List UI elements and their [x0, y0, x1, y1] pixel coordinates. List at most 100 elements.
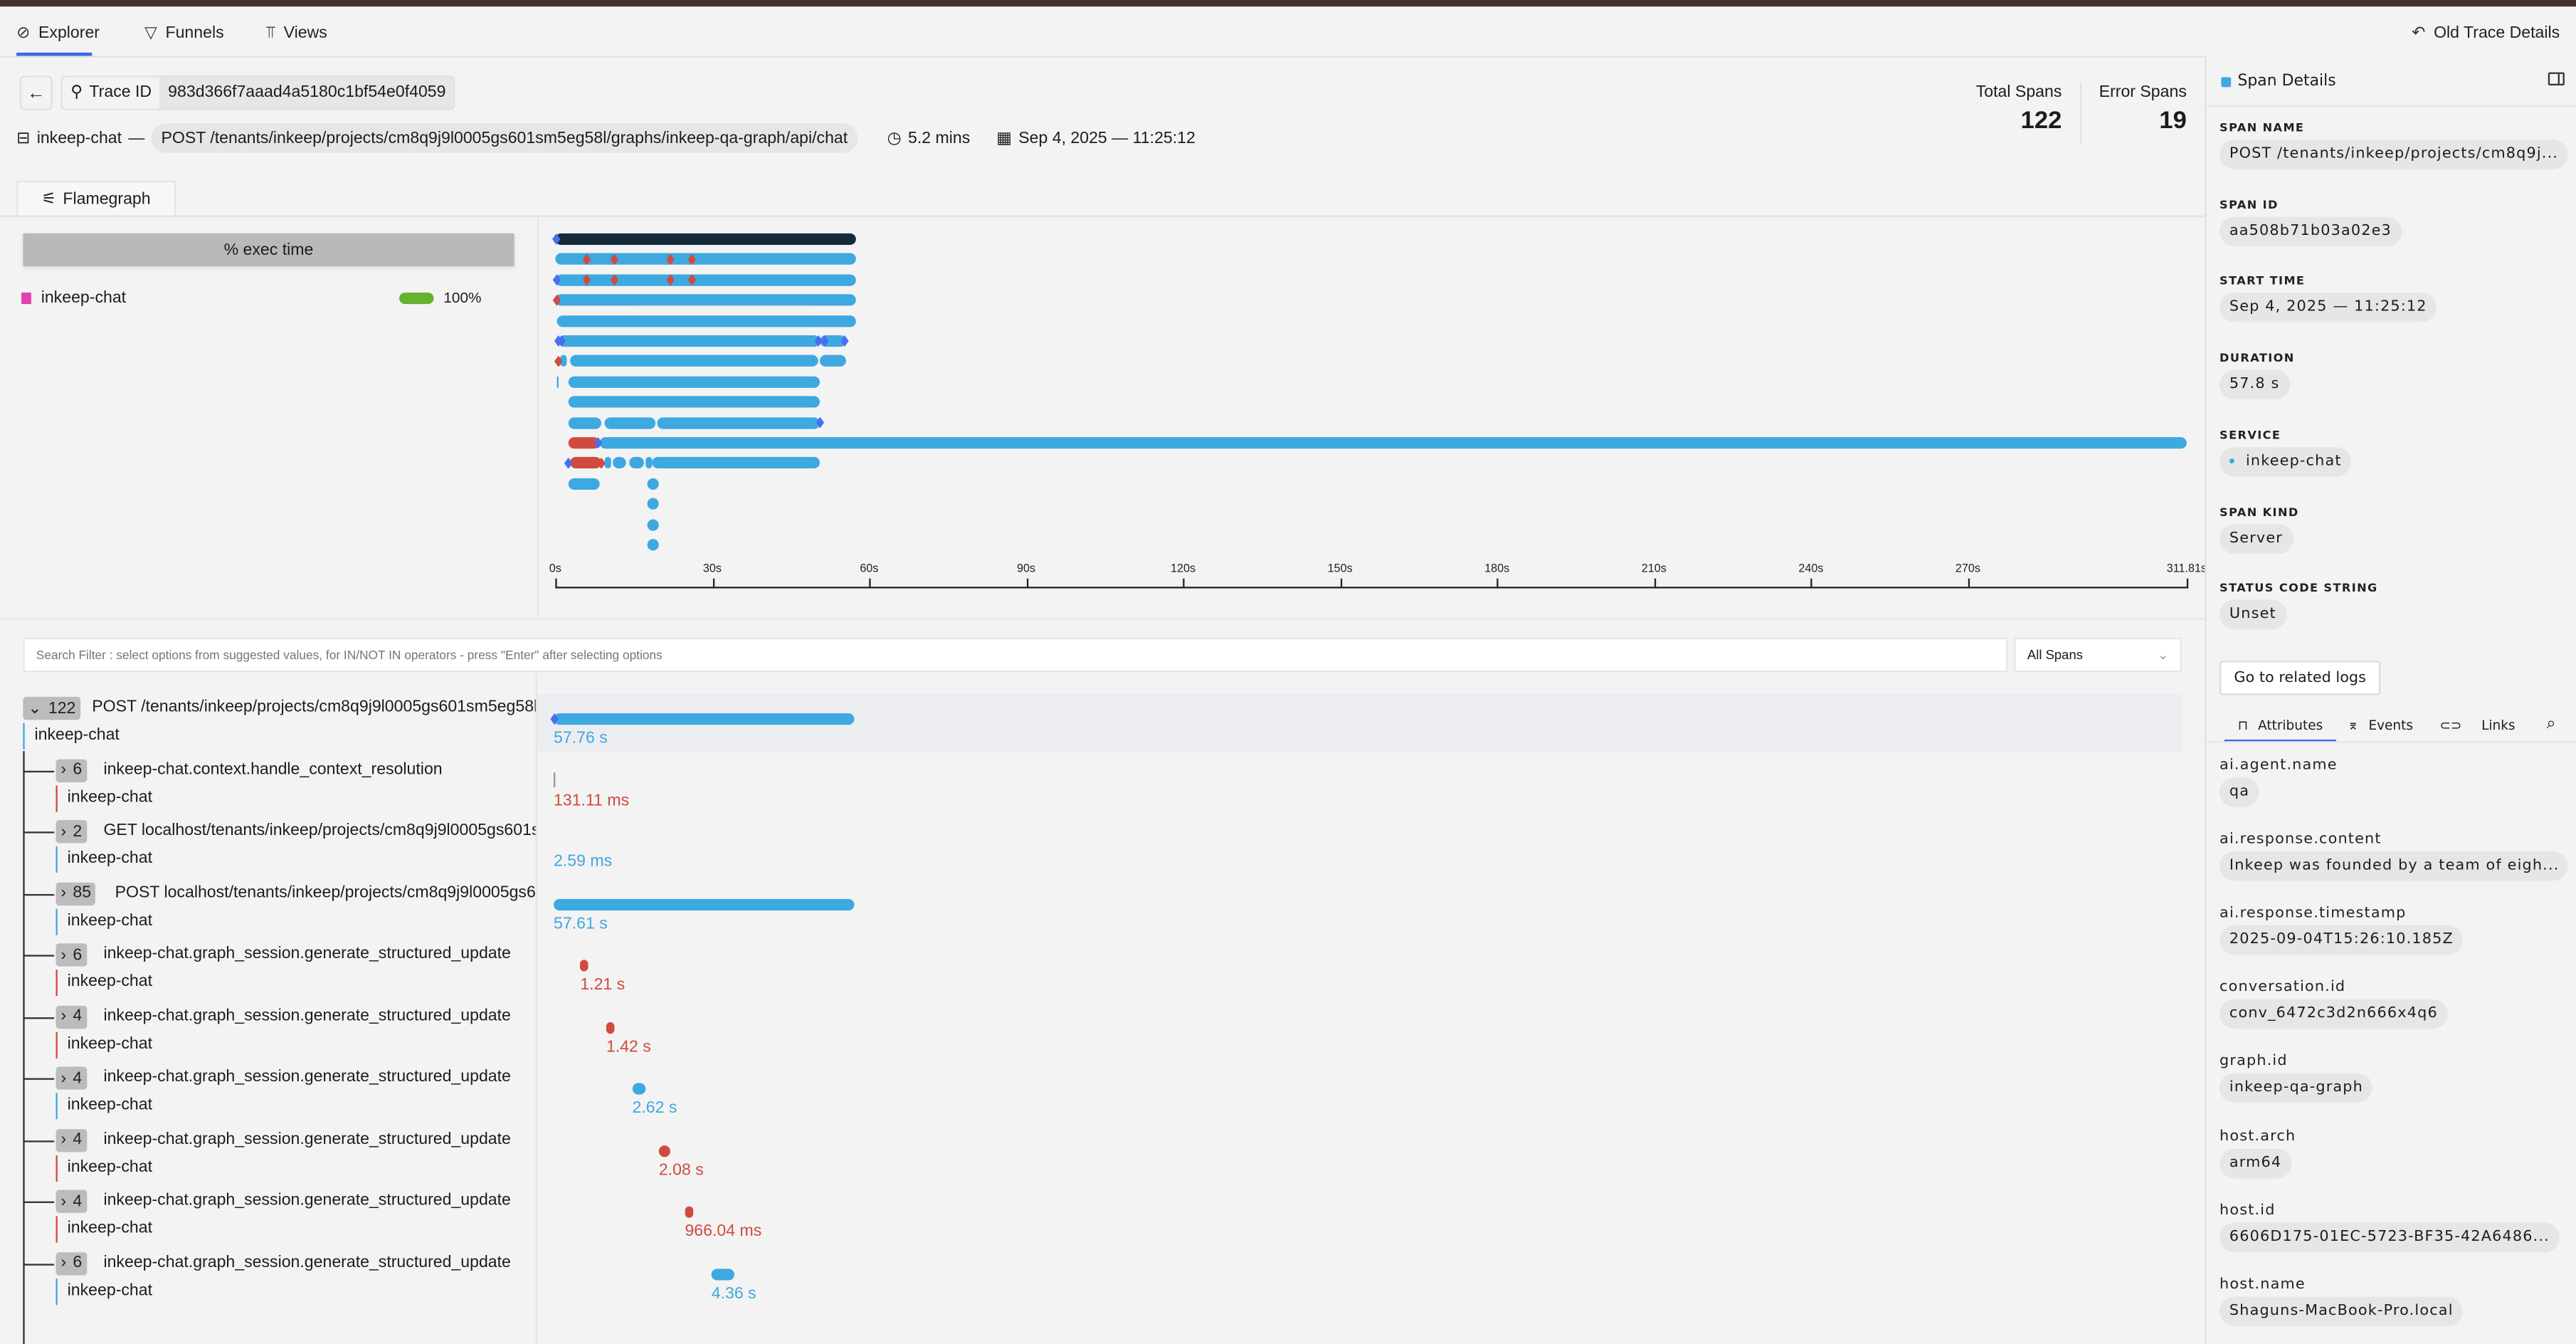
flame-span-bar[interactable]: [568, 437, 600, 449]
span-name[interactable]: inkeep-chat.graph_session.generate_struc…: [103, 1253, 511, 1271]
flame-span-bar[interactable]: [628, 457, 645, 469]
span-row[interactable]: › 6 inkeep-chat.graph_session.generate_str…: [0, 940, 2202, 1001]
service-legend-item[interactable]: inkeep-chat 100%: [21, 289, 498, 309]
span-row[interactable]: › 4 inkeep-chat.graph_session.generate_str…: [0, 1125, 2202, 1185]
flame-span-bar[interactable]: [652, 457, 820, 469]
tab-views[interactable]: ⫪ Views: [266, 23, 327, 42]
flame-span-bar[interactable]: [568, 396, 820, 408]
expand-toggle[interactable]: › 4: [56, 1128, 88, 1152]
flame-span-bar[interactable]: [604, 457, 611, 469]
flame-span-bar[interactable]: [568, 376, 820, 388]
search-filter-input[interactable]: [23, 637, 2008, 673]
flame-span-bar[interactable]: [568, 416, 602, 429]
field-value[interactable]: Unset: [2219, 600, 2286, 630]
flame-span-bar[interactable]: [647, 518, 659, 530]
flame-span-bar[interactable]: [555, 233, 857, 245]
attribute-value[interactable]: Shaguns-MacBook-Pro.local: [2219, 1296, 2464, 1326]
tab-explorer[interactable]: ⊘ Explorer: [16, 23, 100, 42]
flame-span-bar[interactable]: [555, 274, 857, 286]
span-duration-bar[interactable]: [711, 1268, 734, 1280]
span-name[interactable]: inkeep-chat.graph_session.generate_struc…: [103, 1007, 511, 1025]
expand-toggle[interactable]: › 6: [56, 758, 88, 782]
old-trace-details-button[interactable]: ↶ Old Trace Details: [2412, 23, 2560, 42]
flame-span-bar[interactable]: [556, 315, 857, 327]
field-value[interactable]: 57.8 s: [2219, 369, 2290, 400]
field-value[interactable]: inkeep-chat: [2219, 446, 2352, 477]
flame-span-bar[interactable]: [568, 478, 600, 490]
flame-span-bar[interactable]: [558, 335, 820, 347]
search-icon[interactable]: ⌕: [2546, 715, 2556, 733]
flame-span-bar[interactable]: [613, 457, 626, 469]
span-duration-bar[interactable]: [632, 1083, 646, 1095]
span-row[interactable]: › 4 inkeep-chat.graph_session.generate_str…: [0, 1187, 2202, 1247]
field-value[interactable]: aa508b71b03a02e3: [2219, 216, 2402, 246]
flame-span-bar[interactable]: [569, 457, 601, 469]
span-row[interactable]: › 6 inkeep-chat.context.handle_context_res…: [0, 755, 2202, 816]
attribute-value[interactable]: 2025-09-04T15:26:10.185Z: [2219, 925, 2464, 955]
span-name[interactable]: POST /tenants/inkeep/projects/cm8q9j9l00…: [92, 698, 536, 717]
flame-span-bar[interactable]: [820, 355, 847, 367]
span-filter-select[interactable]: All Spans ⌄: [2014, 637, 2182, 673]
exec-time-button[interactable]: % exec time: [23, 233, 514, 267]
tab-flamegraph[interactable]: ⚟ Flamegraph: [16, 180, 176, 216]
flame-span-bar[interactable]: [647, 498, 659, 510]
span-name[interactable]: inkeep-chat.graph_session.generate_struc…: [103, 1130, 511, 1148]
flame-span-bar[interactable]: [657, 416, 820, 429]
back-button[interactable]: ←: [19, 75, 53, 110]
span-duration-bar[interactable]: [554, 898, 854, 910]
flame-span-bar[interactable]: [559, 355, 567, 367]
attribute-value[interactable]: 6606D175-01EC-5723-BF35-42A6486...: [2219, 1222, 2560, 1252]
expand-toggle[interactable]: › 2: [56, 820, 88, 844]
span-name[interactable]: inkeep-chat.graph_session.generate_struc…: [103, 1191, 511, 1210]
span-duration-bar[interactable]: [606, 1021, 615, 1034]
attribute-value[interactable]: qa: [2219, 777, 2260, 807]
flamegraph-chart[interactable]: 0s 30s 60s 90s 120s 150s 180s 210s 240s 270s 311.8…: [0, 0, 2207, 618]
field-value[interactable]: Sep 4, 2025 — 11:25:12: [2219, 293, 2437, 323]
flame-span-bar[interactable]: [555, 253, 857, 266]
span-duration-bar[interactable]: [580, 960, 588, 972]
span-duration-bar[interactable]: [658, 1145, 670, 1157]
trace-id-value[interactable]: 983d366f7aaad4a5180c1bf54e0f4059: [159, 77, 455, 109]
attribute-value[interactable]: Inkeep was founded by a team of eigh...: [2219, 851, 2568, 881]
tab-events[interactable]: ⌆ Events: [2348, 718, 2414, 733]
span-row[interactable]: › 6 inkeep-chat.graph_session.generate_str…: [0, 1248, 2202, 1308]
expand-toggle[interactable]: › 6: [56, 1251, 88, 1275]
span-duration-bar[interactable]: [554, 771, 556, 787]
field-value[interactable]: POST /tenants/inkeep/projects/cm8q9j...: [2219, 140, 2568, 169]
expand-toggle[interactable]: › 4: [56, 1004, 88, 1029]
expand-toggle[interactable]: › 85: [56, 881, 96, 905]
span-name[interactable]: inkeep-chat.context.handle_context_resol…: [103, 760, 443, 779]
flame-span-bar[interactable]: [604, 416, 656, 429]
span-row[interactable]: › 4 inkeep-chat.graph_session.generate_str…: [0, 1002, 2202, 1062]
expand-toggle[interactable]: › 4: [56, 1066, 88, 1090]
expand-toggle[interactable]: › 6: [56, 943, 88, 967]
flame-span-bar[interactable]: [569, 355, 819, 367]
span-row[interactable]: ⌄ 122 POST /tenants/inkeep/projects/cm8q9j…: [0, 693, 2202, 754]
flame-span-bar[interactable]: [556, 376, 560, 388]
flame-span-bar[interactable]: [645, 457, 653, 469]
span-row[interactable]: › 2 GET localhost/tenants/inkeep/projects/…: [0, 817, 2202, 877]
span-row[interactable]: › 85 POST localhost/tenants/inkeep/project…: [0, 878, 2202, 939]
tab-attributes[interactable]: ⊓ Attributes: [2224, 710, 2336, 742]
span-row[interactable]: › 4 inkeep-chat.graph_session.generate_str…: [0, 1064, 2202, 1124]
span-name[interactable]: GET localhost/tenants/inkeep/projects/cm…: [103, 821, 535, 840]
flame-span-bar[interactable]: [599, 437, 2187, 449]
span-duration-bar[interactable]: [685, 1206, 693, 1218]
expand-toggle[interactable]: ⌄ 122: [23, 696, 81, 720]
span-duration-bar[interactable]: [554, 713, 855, 725]
span-name[interactable]: inkeep-chat.graph_session.generate_struc…: [103, 945, 511, 963]
attribute-value[interactable]: inkeep-qa-graph: [2219, 1073, 2373, 1104]
tab-links[interactable]: ⊂⊃ Links: [2439, 718, 2516, 733]
flame-span-bar[interactable]: [647, 539, 659, 551]
span-name[interactable]: POST localhost/tenants/inkeep/projects/c…: [115, 883, 536, 902]
attribute-value[interactable]: conv_6472c3d2n666x4q6: [2219, 999, 2448, 1029]
flame-span-bar[interactable]: [555, 294, 857, 306]
span-name[interactable]: inkeep-chat.graph_session.generate_struc…: [103, 1068, 511, 1087]
expand-toggle[interactable]: › 4: [56, 1190, 88, 1213]
go-to-related-logs-button[interactable]: Go to related logs: [2219, 661, 2381, 695]
field-value[interactable]: Server: [2219, 523, 2293, 553]
tab-funnels[interactable]: ▽ Funnels: [144, 23, 224, 42]
attribute-value[interactable]: arm64: [2219, 1148, 2292, 1178]
flame-span-bar[interactable]: [820, 335, 847, 347]
toggle-panel-icon[interactable]: [2548, 72, 2565, 86]
